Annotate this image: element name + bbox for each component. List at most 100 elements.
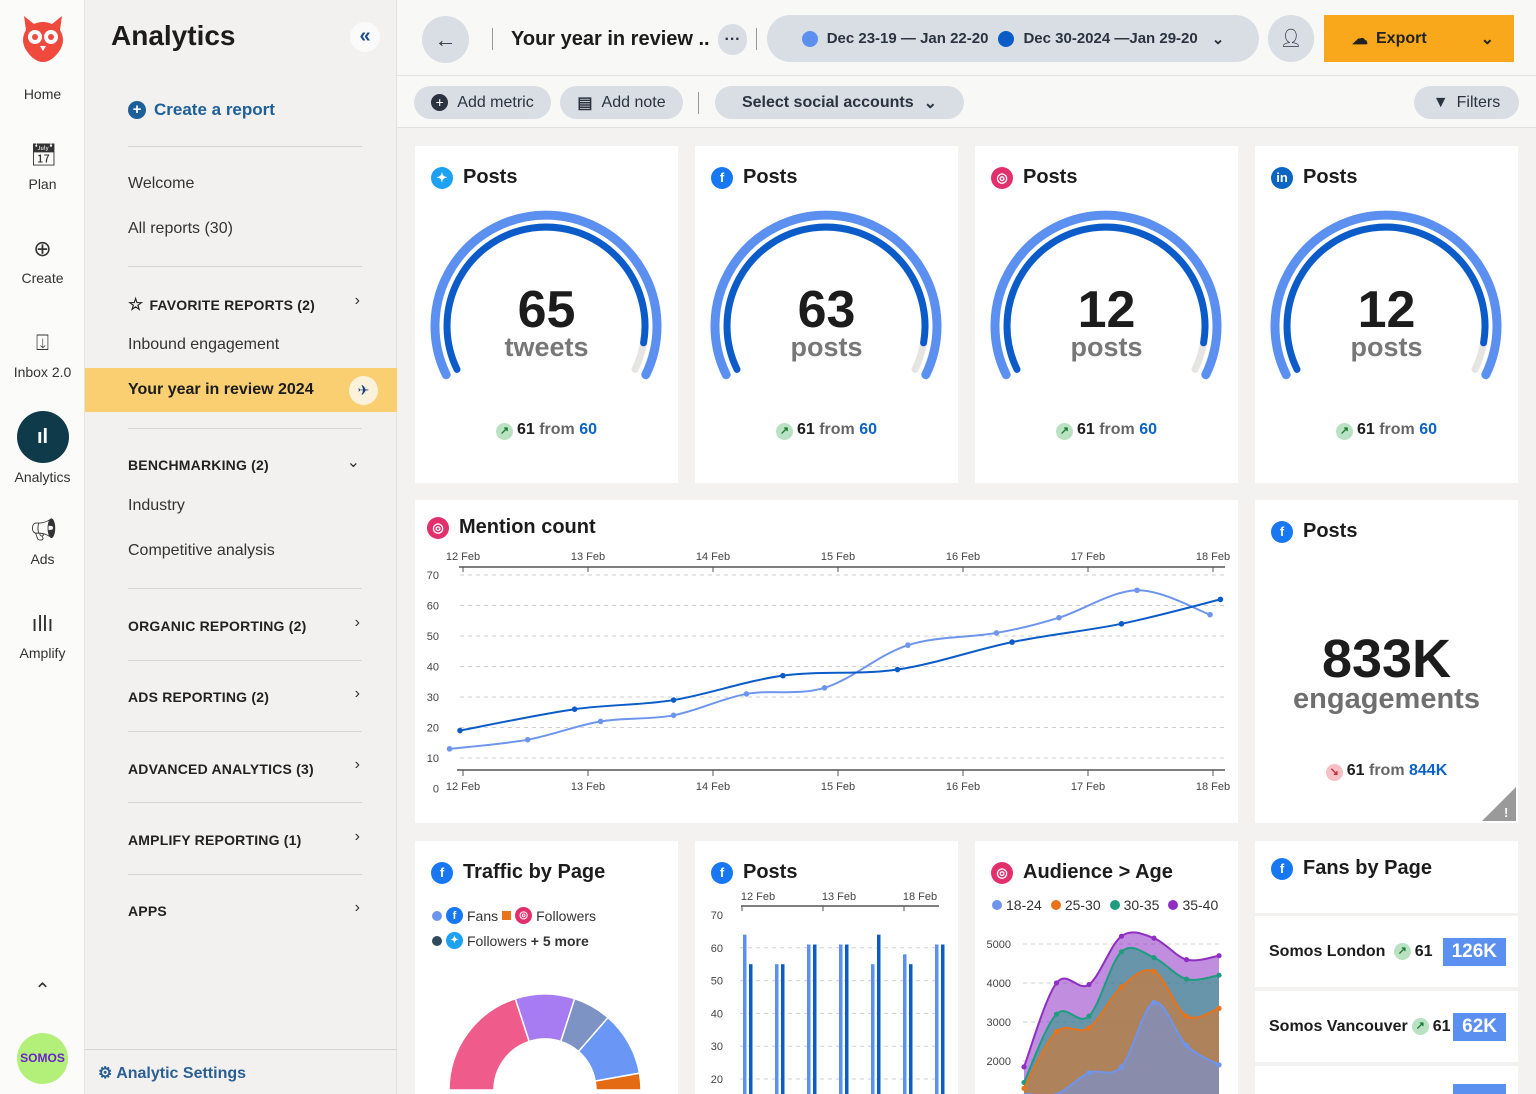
x-tick-label-bottom: 17 Feb xyxy=(1071,781,1105,793)
traffic-donut-chart xyxy=(448,993,642,1091)
pin-icon[interactable]: ✈︎ xyxy=(349,376,378,405)
mention-count-card: ◎ Mention count 0 10 20 30 40 50 60 70 12 Feb 12 F… xyxy=(415,500,1238,823)
donut-slice xyxy=(594,1072,642,1091)
card-title: ◎ Posts xyxy=(991,166,1077,189)
legend-item[interactable]: 18-24 xyxy=(992,897,1042,913)
data-point xyxy=(1183,1042,1190,1048)
create-report-label: Create a report xyxy=(154,100,275,119)
chevron-right-icon[interactable]: › xyxy=(354,756,360,773)
more-options-button[interactable]: ··· xyxy=(718,24,747,55)
data-point xyxy=(780,672,786,679)
back-button[interactable]: ← xyxy=(422,16,469,63)
range2-label: Dec 30-2024 —Jan 29-20 xyxy=(1023,30,1198,47)
nav-competitive[interactable]: Competitive analysis xyxy=(128,542,275,559)
export-button[interactable]: ☁︎ Export ⌄ xyxy=(1324,15,1514,62)
page-change: 61 xyxy=(1414,942,1433,960)
nav-inbound[interactable]: Inbound engagement xyxy=(128,336,280,353)
nav-benchmarking[interactable]: BENCHMARKING (2) xyxy=(128,457,269,473)
legend-square xyxy=(502,911,512,920)
select-accounts-dropdown[interactable]: Select social accounts ⌄ xyxy=(715,86,964,119)
series-line xyxy=(459,598,1221,732)
fans-row[interactable]: Somos London ↗ 61 126K xyxy=(1255,916,1518,987)
add-metric-button[interactable]: + Add metric xyxy=(414,86,551,119)
y-tick-label: 60 xyxy=(711,943,723,955)
engagement-unit: engagements xyxy=(1293,683,1480,715)
delta-previous: 60 xyxy=(1139,421,1158,438)
legend-label: 30-35 xyxy=(1123,897,1160,913)
create-report-link[interactable]: + Create a report xyxy=(128,100,275,120)
fans-row[interactable]: Somos Vancouver ↗ 61 62K xyxy=(1255,991,1518,1062)
chevron-right-icon[interactable]: › xyxy=(354,828,360,845)
fans-header: f Fans by Page xyxy=(1255,841,1518,913)
chevron-down-icon: ⌄ xyxy=(1211,30,1225,48)
fans-row[interactable] xyxy=(1255,1066,1518,1094)
chevron-right-icon[interactable]: › xyxy=(354,899,360,916)
nav-amplify[interactable]: AMPLIFY REPORTING (1) xyxy=(128,832,302,848)
legend-row: f Fans ◎ Followers xyxy=(432,907,596,924)
posts-gauge-card: in Posts 12 posts ↗ 61 from 60 xyxy=(1255,146,1518,483)
chevron-down-icon[interactable]: ⌄ xyxy=(346,454,360,471)
chevron-up-icon[interactable]: ⌃ xyxy=(34,980,51,1002)
card-title-text: Posts xyxy=(463,166,518,188)
legend-dot xyxy=(1050,900,1061,910)
legend-label: 35-40 xyxy=(1182,897,1219,913)
y-tick-label: 4000 xyxy=(987,978,1011,990)
x-tick-label-top: 14 Feb xyxy=(696,551,730,563)
rail-amplify[interactable]: ıllı Amplify xyxy=(0,611,85,661)
data-point xyxy=(457,727,463,734)
rail-ads[interactable]: 📢︎ Ads xyxy=(0,517,85,567)
warning-icon[interactable]: ! xyxy=(1480,785,1518,823)
data-point xyxy=(1216,1062,1222,1068)
legend-label: Followers xyxy=(536,907,597,924)
rail-plan[interactable]: 📅︎ Plan xyxy=(0,142,85,192)
chevron-right-icon[interactable]: › xyxy=(354,614,360,631)
collapse-button[interactable]: « xyxy=(350,22,380,52)
chevron-right-icon[interactable]: › xyxy=(354,685,360,702)
nav-active-report[interactable]: Your year in review 2024 ✈︎ xyxy=(85,368,397,412)
data-point xyxy=(670,712,677,719)
delta-from: from xyxy=(819,421,855,438)
more-legend-link[interactable]: + 5 more xyxy=(530,932,589,949)
card-title-text: Posts xyxy=(743,166,798,188)
legend-dot xyxy=(1168,900,1179,910)
main-content: ← Your year in review .. ··· Dec 23-19 —… xyxy=(397,0,1536,1094)
nav-advanced[interactable]: ADVANCED ANALYTICS (3) xyxy=(128,761,314,777)
nav-organic[interactable]: ORGANIC REPORTING (2) xyxy=(128,618,307,634)
trend-up-icon: ↗ xyxy=(1393,943,1411,960)
rail-create[interactable]: ⊕ Create xyxy=(0,236,85,286)
legend-label: Followers xyxy=(467,932,527,949)
analytic-settings-link[interactable]: ⚙ Analytic Settings xyxy=(98,1063,246,1083)
gauge-outer-arc xyxy=(990,210,1222,380)
filters-button[interactable]: ▼ Filters xyxy=(1414,86,1519,119)
nav-all-reports[interactable]: All reports (30) xyxy=(128,220,233,237)
chevron-down-icon: ⌄ xyxy=(1480,30,1494,48)
megaphone-icon: 📢︎ xyxy=(29,517,58,542)
nav-favorites[interactable]: ☆ FAVORITE REPORTS (2) xyxy=(128,295,315,315)
audience-area-chart: 2000 3000 4000 5000 xyxy=(987,931,1223,1094)
trend-up-icon: ↗ xyxy=(775,423,793,440)
rail-home[interactable]: Home xyxy=(0,10,85,102)
nav-industry[interactable]: Industry xyxy=(128,497,185,514)
nav-welcome[interactable]: Welcome xyxy=(128,175,195,192)
chevron-right-icon[interactable]: › xyxy=(354,292,360,309)
date-range-picker[interactable]: Dec 23-19 — Jan 22-20 Dec 30-2024 —Jan 2… xyxy=(767,15,1259,62)
y-tick-label: 10 xyxy=(427,753,439,765)
data-point xyxy=(1118,621,1125,627)
page-fans-value: 126K xyxy=(1442,937,1506,966)
trend-up-icon: ↗ xyxy=(1335,423,1353,440)
add-note-button[interactable]: ▤ Add note xyxy=(560,86,683,119)
rail-label: Home xyxy=(23,86,62,102)
org-avatar[interactable]: SOMOS xyxy=(17,1033,68,1084)
rail-inbox[interactable]: ⍗ Inbox 2.0 xyxy=(0,330,85,380)
report-title: Your year in review .. xyxy=(511,28,710,50)
legend-item[interactable]: 30-35 xyxy=(1109,897,1160,913)
share-user-button[interactable]: 👤︎ xyxy=(1268,15,1314,62)
nav-apps[interactable]: APPS xyxy=(128,903,167,919)
y-tick-label: 3000 xyxy=(987,1017,1011,1029)
nav-ads[interactable]: ADS REPORTING (2) xyxy=(128,689,270,705)
rail-analytics[interactable]: ıl Analytics xyxy=(0,411,85,485)
x-tick-label-top: 12 Feb xyxy=(446,551,480,563)
legend-item[interactable]: 25-30 xyxy=(1050,897,1101,913)
data-point xyxy=(1021,1064,1027,1070)
legend-item[interactable]: 35-40 xyxy=(1168,897,1218,913)
